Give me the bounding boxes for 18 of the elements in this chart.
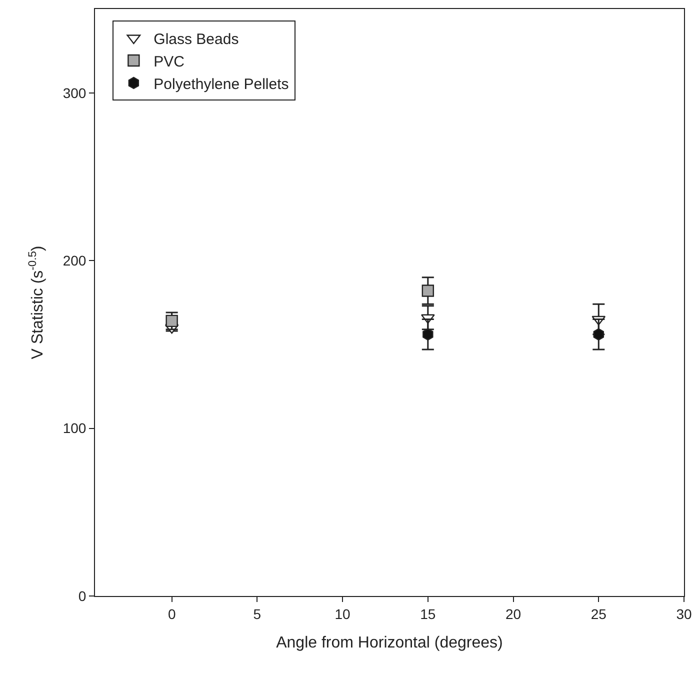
x-tick-label: 10: [334, 606, 351, 622]
y-tick-label: 200: [62, 252, 86, 268]
x-axis-title: Angle from Horizontal (degrees): [276, 634, 503, 652]
y-tick-label: 100: [62, 420, 86, 436]
y-tick-label: 0: [78, 588, 86, 604]
x-tick-label: 20: [505, 606, 522, 622]
x-tick-label: 30: [676, 606, 692, 622]
legend-label: PVC: [154, 53, 185, 70]
x-tick-label: 15: [420, 606, 436, 622]
legend-label: Glass Beads: [154, 30, 239, 48]
x-tick-label: 0: [168, 606, 176, 622]
y-tick-label: 300: [62, 84, 86, 101]
x-tick-label: 25: [590, 606, 607, 622]
point: [422, 328, 434, 340]
point: [422, 284, 434, 297]
legend-label: Polyethylene Pellets: [154, 76, 289, 93]
point: [593, 328, 604, 340]
x-tick-label: 5: [253, 606, 262, 622]
